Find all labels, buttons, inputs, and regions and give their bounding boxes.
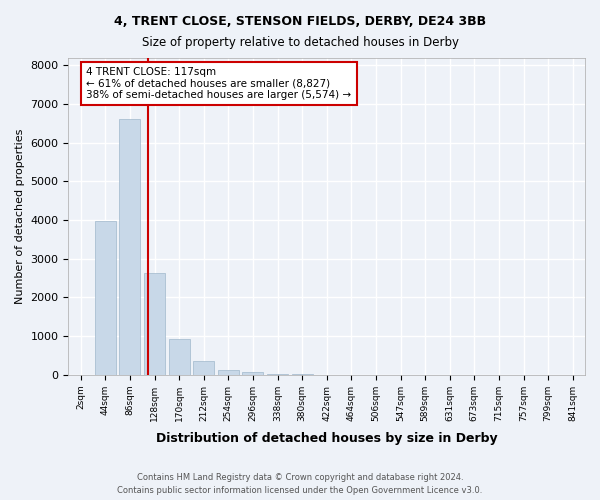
Bar xyxy=(193,361,214,375)
Bar xyxy=(95,221,116,375)
Bar xyxy=(242,372,263,375)
Bar xyxy=(169,339,190,375)
Bar xyxy=(218,370,239,375)
Bar xyxy=(267,374,288,375)
Text: 4, TRENT CLOSE, STENSON FIELDS, DERBY, DE24 3BB: 4, TRENT CLOSE, STENSON FIELDS, DERBY, D… xyxy=(114,15,486,28)
Text: Contains HM Land Registry data © Crown copyright and database right 2024.
Contai: Contains HM Land Registry data © Crown c… xyxy=(118,474,482,495)
Bar xyxy=(119,120,140,375)
X-axis label: Distribution of detached houses by size in Derby: Distribution of detached houses by size … xyxy=(156,432,497,445)
Bar xyxy=(144,274,165,375)
Text: Size of property relative to detached houses in Derby: Size of property relative to detached ho… xyxy=(142,36,458,49)
Y-axis label: Number of detached properties: Number of detached properties xyxy=(15,128,25,304)
Text: 4 TRENT CLOSE: 117sqm
← 61% of detached houses are smaller (8,827)
38% of semi-d: 4 TRENT CLOSE: 117sqm ← 61% of detached … xyxy=(86,67,352,100)
